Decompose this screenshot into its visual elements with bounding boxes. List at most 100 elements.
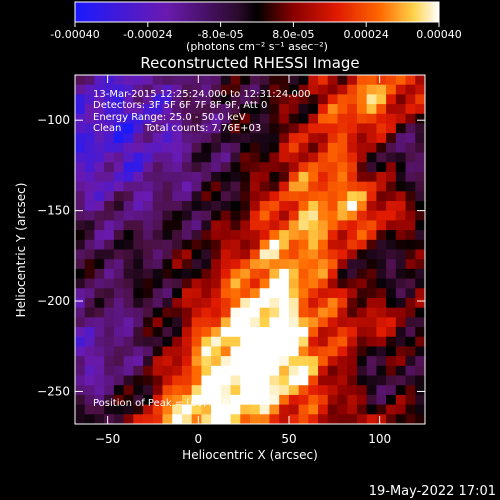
heatmap-cell <box>191 142 202 154</box>
heatmap-cell <box>269 414 280 424</box>
heatmap-cell <box>386 162 397 173</box>
heatmap-cell <box>133 142 144 154</box>
heatmap-cell <box>318 220 329 231</box>
heatmap-cell <box>356 181 368 192</box>
heatmap-cell <box>152 181 164 192</box>
heatmap-cell <box>376 162 387 173</box>
heatmap-cell <box>123 268 134 280</box>
heatmap-cell <box>405 346 416 357</box>
heatmap-cell <box>395 181 407 192</box>
heatmap-cell <box>230 162 241 173</box>
heatmap-cell <box>347 317 358 328</box>
heatmap-cell <box>211 404 222 415</box>
heatmap-cell <box>279 307 290 318</box>
heatmap-cell <box>162 288 173 299</box>
heatmap-cell <box>162 191 173 202</box>
heatmap-cell <box>133 239 144 251</box>
heatmap-cell <box>356 171 368 183</box>
heatmap-cell <box>191 210 202 222</box>
heatmap-cell <box>279 142 290 154</box>
heatmap-cell <box>395 336 407 348</box>
heatmap-cell <box>356 356 368 367</box>
heatmap-cell <box>143 210 154 222</box>
heatmap-cell <box>211 239 222 251</box>
heatmap-cell <box>259 307 271 318</box>
heatmap-cell <box>386 327 397 338</box>
heatmap-cell <box>347 404 358 415</box>
heatmap-cell <box>191 307 202 318</box>
heatmap-cell <box>269 365 280 377</box>
heatmap-cell <box>259 104 271 115</box>
heatmap-cell <box>113 239 125 251</box>
heatmap-cell <box>327 394 339 406</box>
heatmap-cell <box>94 220 105 231</box>
heatmap-cell <box>337 356 348 367</box>
heatmap-cell <box>298 249 309 260</box>
heatmap-cell <box>415 181 425 192</box>
heatmap-cell <box>318 210 329 222</box>
heatmap-cell <box>259 162 271 173</box>
heatmap-cell <box>230 375 241 386</box>
heatmap-cell <box>395 385 407 396</box>
y-tick-label: −250 <box>37 384 70 398</box>
heatmap-cell <box>84 133 96 144</box>
heatmap-cell <box>172 249 183 260</box>
heatmap-cell <box>172 385 183 396</box>
heatmap-cell <box>337 104 348 115</box>
heatmap-cell <box>104 230 115 241</box>
heatmap-cell <box>308 394 319 406</box>
heatmap-cell <box>230 346 241 357</box>
heatmap-cell <box>113 356 125 367</box>
heatmap-cell <box>288 84 300 95</box>
heatmap-cell <box>75 356 86 367</box>
heatmap-cell <box>123 191 134 202</box>
heatmap-cell <box>220 414 232 424</box>
heatmap-cell <box>123 104 134 115</box>
heatmap-cell <box>308 201 319 212</box>
heatmap-cell <box>162 336 173 348</box>
heatmap-cell <box>327 327 339 338</box>
heatmap-cell <box>415 104 425 115</box>
heatmap-cell <box>220 375 232 386</box>
heatmap-cell <box>143 239 154 251</box>
heatmap-cell <box>201 94 212 105</box>
heatmap-cell <box>386 365 397 377</box>
heatmap-cell <box>376 259 387 270</box>
heatmap-cell <box>104 259 115 270</box>
heatmap-cell <box>240 278 251 289</box>
heatmap-cell <box>395 404 407 415</box>
heatmap-cell <box>279 297 290 309</box>
heatmap-cell <box>366 394 377 406</box>
heatmap-cell <box>395 259 407 270</box>
heatmap-cell <box>162 75 173 86</box>
heatmap-cell <box>201 191 212 202</box>
heatmap-cell <box>250 220 261 231</box>
heatmap-cell <box>279 385 290 396</box>
heatmap-cell <box>191 123 202 134</box>
heatmap-cell <box>143 278 154 289</box>
heatmap-cell <box>308 191 319 202</box>
heatmap-cell <box>269 152 280 163</box>
heatmap-cell <box>133 210 144 222</box>
heatmap-cell <box>269 346 280 357</box>
heatmap-cell <box>405 336 416 348</box>
heatmap-cell <box>230 210 241 222</box>
heatmap-cell <box>240 259 251 270</box>
heatmap-cell <box>172 414 183 424</box>
heatmap-cell <box>395 278 407 289</box>
heatmap-cell <box>366 84 377 95</box>
heatmap-cell <box>181 375 193 386</box>
heatmap-cell <box>75 201 86 212</box>
heatmap-cell <box>376 123 387 134</box>
heatmap-cell <box>308 356 319 367</box>
heatmap-cell <box>75 249 86 260</box>
heatmap-cell <box>259 278 271 289</box>
heatmap-cell <box>269 336 280 348</box>
heatmap-cell <box>191 84 202 95</box>
heatmap-cell <box>259 317 271 328</box>
heatmap-cell <box>211 268 222 280</box>
heatmap-cell <box>84 414 96 424</box>
heatmap-cell <box>366 210 377 222</box>
heatmap-cell <box>162 259 173 270</box>
heatmap-cell <box>279 162 290 173</box>
